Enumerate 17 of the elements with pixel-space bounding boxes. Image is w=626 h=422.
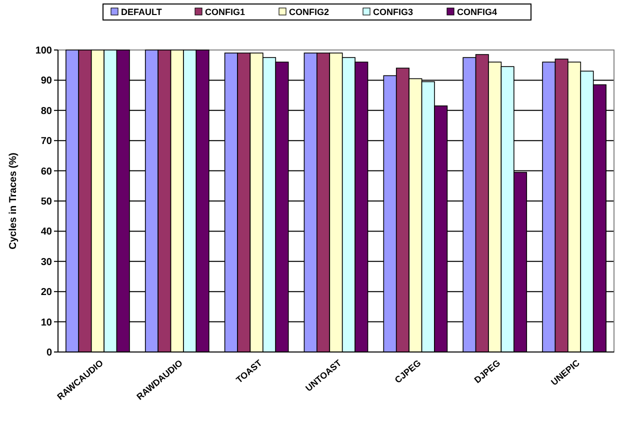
y-tick-label: 70	[40, 136, 52, 148]
y-tick-label: 10	[40, 317, 52, 328]
y-axis-title: Cycles in Traces (%)	[8, 152, 19, 250]
y-tick-label: 0	[46, 348, 52, 358]
y-tick-label: 40	[40, 226, 52, 238]
y-tick-label: 20	[40, 287, 52, 298]
y-tick-label: 30	[40, 256, 52, 268]
y-tick-label: 80	[40, 106, 52, 117]
legend-label: CONFIG3	[373, 7, 414, 17]
legend-label: CONFIG2	[289, 7, 330, 17]
y-tick-label: 50	[40, 196, 52, 208]
legend-label: CONFIG4	[457, 7, 498, 17]
legend-label: DEFAULT	[121, 7, 162, 17]
legend-label: CONFIG1	[205, 7, 246, 17]
y-tick-label: 100	[35, 46, 52, 56]
y-tick-label: 60	[40, 166, 52, 178]
y-tick-label: 90	[40, 76, 52, 87]
